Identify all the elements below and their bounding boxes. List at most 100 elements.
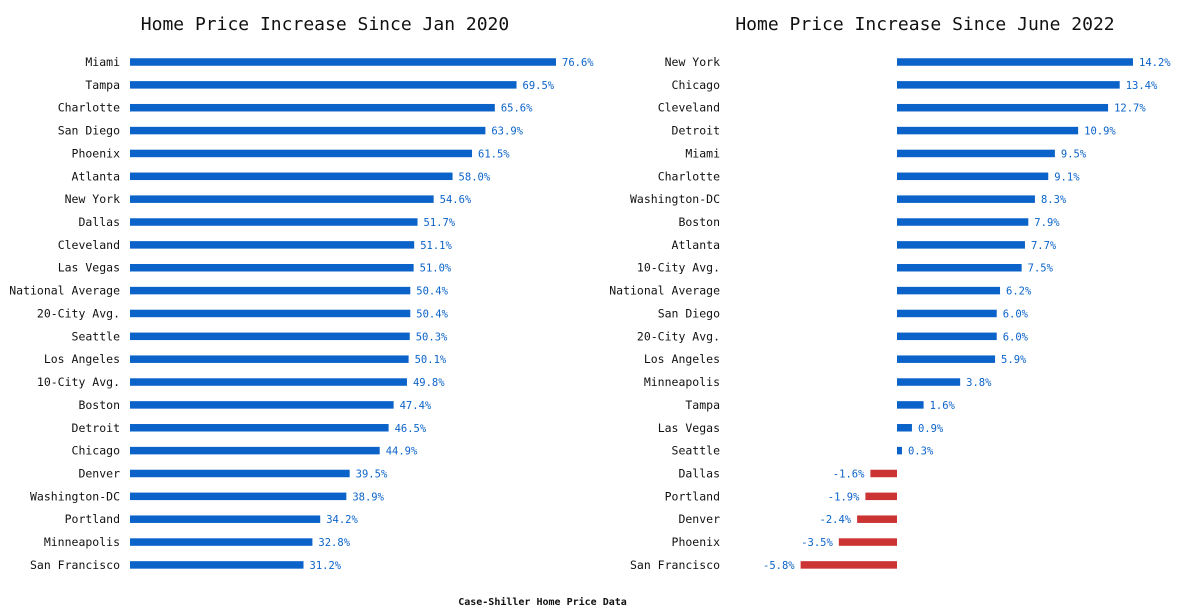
data-label: -3.5% (801, 537, 833, 549)
category-label: Miami (85, 55, 120, 69)
data-label: 34.2% (326, 514, 358, 526)
bar (897, 241, 1025, 249)
data-label: 0.3% (908, 446, 934, 458)
category-label: 20-City Avg. (637, 329, 720, 343)
data-label: 0.9% (918, 423, 944, 435)
bar (897, 446, 902, 455)
bar (897, 378, 961, 386)
data-label: 7.5% (1028, 263, 1054, 275)
bar (897, 58, 1133, 66)
data-label: -1.6% (833, 468, 865, 480)
bar-row: 10-City Avg. 7.5% (637, 261, 1054, 275)
chart-2: Home Price Increase Since June 2022 New Y… (609, 14, 1171, 572)
category-label: San Francisco (30, 558, 120, 572)
bar (130, 538, 313, 546)
bar-row: Dallas -1.6% (678, 466, 897, 480)
bar-row: Detroit 10.9% (672, 124, 1117, 138)
bar-row: Portland -1.9% (665, 489, 897, 503)
bar-row: Las Vegas 51.0% (58, 261, 452, 275)
data-label: 76.6% (562, 57, 594, 69)
bar (130, 218, 418, 226)
data-label: 69.5% (523, 80, 555, 92)
category-label: San Francisco (630, 558, 720, 572)
bar-row: Las Vegas 0.9% (658, 421, 944, 435)
category-label: Las Vegas (58, 261, 120, 275)
bar-row: Cleveland 51.1% (58, 238, 453, 252)
category-label: New York (65, 192, 120, 206)
category-label: Washington-DC (30, 489, 120, 503)
category-label: Las Vegas (658, 421, 720, 435)
category-label: 20-City Avg. (37, 306, 120, 320)
category-label: Dallas (78, 215, 120, 229)
category-label: Portland (665, 489, 720, 503)
data-label: 1.6% (930, 400, 956, 412)
category-label: Washington-DC (630, 192, 720, 206)
bar-row: Boston 7.9% (678, 215, 1060, 229)
bar (838, 538, 897, 546)
bar-row: Seattle 0.3% (672, 444, 934, 458)
data-label: 50.4% (416, 308, 448, 320)
data-label: 39.5% (356, 468, 388, 480)
bar (130, 332, 410, 341)
bar-row: Tampa 69.5% (85, 78, 554, 92)
data-label: 7.7% (1031, 240, 1057, 252)
bar-row: San Francisco -5.8% (630, 558, 897, 572)
data-label: -1.9% (828, 491, 860, 503)
category-label: Tampa (685, 398, 720, 412)
category-label: Minneapolis (644, 375, 720, 389)
bar (897, 401, 924, 409)
data-label: 6.0% (1003, 331, 1029, 343)
bar (800, 561, 897, 569)
bar (130, 401, 394, 409)
bar (865, 492, 897, 501)
category-label: Detroit (672, 124, 720, 138)
bar (897, 309, 997, 318)
bar (130, 515, 321, 523)
category-label: Dallas (678, 466, 720, 480)
data-label: 8.3% (1041, 194, 1067, 206)
data-label: 38.9% (352, 491, 384, 503)
data-label: -2.4% (820, 514, 852, 526)
category-label: 10-City Avg. (37, 375, 120, 389)
bar (897, 332, 997, 341)
bar-row: National Average 50.4% (9, 284, 448, 298)
bar (897, 263, 1022, 272)
bar-row: Minneapolis 3.8% (644, 375, 992, 389)
chart-title: Home Price Increase Since Jan 2020 (141, 14, 509, 35)
data-label: -5.8% (763, 560, 795, 572)
data-label: 51.0% (420, 263, 452, 275)
chart-title: Home Price Increase Since June 2022 (735, 14, 1114, 35)
category-label: Los Angeles (44, 352, 120, 366)
bar (897, 81, 1120, 89)
bar-row: Denver -2.4% (678, 512, 897, 526)
bar-row: New York 14.2% (665, 55, 1172, 69)
category-label: Cleveland (658, 101, 720, 115)
data-label: 32.8% (318, 537, 350, 549)
category-label: National Average (9, 284, 120, 298)
bar (130, 492, 347, 501)
bar (130, 195, 434, 203)
category-label: San Diego (658, 306, 720, 320)
bar-row: Boston 47.4% (78, 398, 431, 412)
category-label: Los Angeles (644, 352, 720, 366)
category-label: Seattle (672, 444, 721, 458)
data-label: 31.2% (310, 560, 342, 572)
data-label: 10.9% (1084, 126, 1116, 138)
bar-row: Minneapolis 32.8% (44, 535, 351, 549)
category-label: Denver (678, 512, 720, 526)
bar (897, 424, 912, 432)
bar-row: Chicago 44.9% (72, 444, 418, 458)
bar (130, 424, 389, 432)
bar (130, 309, 411, 318)
bar-row: Los Angeles 50.1% (44, 352, 447, 366)
category-label: Denver (78, 466, 120, 480)
bar (130, 469, 350, 478)
category-label: Boston (678, 215, 720, 229)
bar (897, 103, 1109, 112)
bar-row: Washington-DC 38.9% (30, 489, 385, 503)
data-label: 47.4% (400, 400, 432, 412)
bar-row: Miami 9.5% (685, 146, 1086, 160)
category-label: Chicago (72, 444, 121, 458)
data-label: 58.0% (459, 171, 491, 183)
category-label: Charlotte (658, 169, 720, 183)
